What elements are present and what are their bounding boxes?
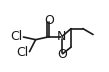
Text: O: O [57,48,67,61]
Text: N: N [57,30,66,43]
Text: Cl: Cl [10,30,22,43]
Text: Cl: Cl [17,47,29,59]
Text: O: O [44,14,54,27]
